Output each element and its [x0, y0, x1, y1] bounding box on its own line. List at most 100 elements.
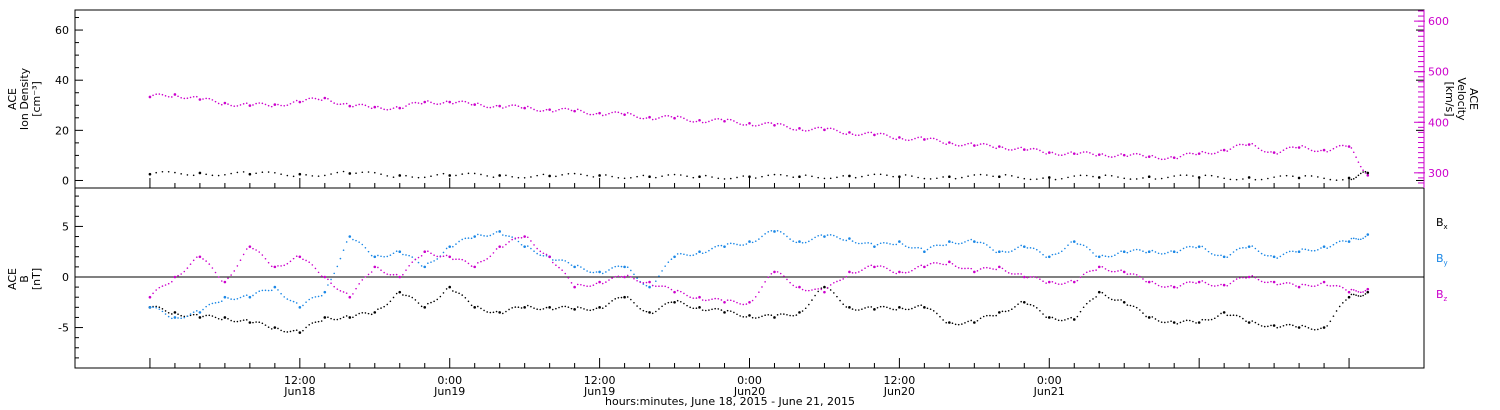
field-trace-dot	[561, 259, 563, 261]
field-trace-dot	[636, 305, 638, 307]
field-trace-dot	[907, 308, 910, 311]
field-trace-dot	[1079, 243, 1082, 246]
field-trace-dot	[979, 317, 982, 320]
velocity-trace-dot	[789, 127, 791, 130]
velocity-trace-dot	[970, 142, 973, 144]
field-trace-dot	[364, 246, 367, 249]
density-trace-dot	[661, 175, 663, 177]
field-trace-dot	[1288, 250, 1291, 253]
velocity-trace-dot	[767, 121, 770, 124]
field-trace-dot	[511, 236, 513, 238]
field-trace-dot	[576, 264, 579, 267]
velocity-trace-dot	[695, 120, 698, 123]
density-axis-label-line2: Ion Density	[18, 67, 31, 130]
field-trace-dot	[1067, 281, 1069, 283]
field-trace-dot	[967, 267, 969, 270]
field-trace-dot	[536, 247, 538, 250]
field-trace-dot	[383, 305, 385, 308]
field-point	[523, 245, 526, 248]
field-trace-dot	[711, 298, 713, 300]
field-trace-dot	[1054, 282, 1057, 285]
velocity-trace-dot	[1350, 147, 1353, 149]
field-point	[173, 275, 177, 279]
field-point	[698, 250, 701, 254]
field-trace-dot	[701, 309, 704, 311]
field-trace-dot	[842, 239, 844, 241]
field-trace-dot	[642, 282, 645, 284]
field-trace-dot	[1039, 251, 1041, 253]
field-trace-dot	[808, 303, 810, 306]
field-trace-dot	[645, 284, 648, 287]
velocity-trace-dot	[1295, 146, 1297, 149]
field-trace-dot	[1070, 241, 1072, 243]
velocity-trace-dot	[945, 143, 948, 146]
field-trace-dot	[1263, 325, 1266, 328]
field-trace-dot	[683, 292, 685, 295]
density-trace-dot	[442, 172, 445, 175]
field-trace-dot	[286, 298, 289, 300]
velocity-trace-dot	[804, 130, 807, 132]
field-trace-dot	[892, 308, 894, 311]
field-trace-dot	[982, 315, 985, 318]
field-point	[948, 260, 951, 264]
field-trace-dot	[533, 307, 535, 309]
field-point	[1347, 295, 1351, 299]
field-trace-dot	[158, 308, 161, 310]
field-trace-dot	[751, 299, 754, 302]
field-trace-dot	[1332, 315, 1335, 317]
date-tick-label: Jun21	[1033, 385, 1065, 398]
density-point	[1097, 176, 1101, 179]
field-trace-dot	[842, 278, 844, 280]
field-trace-dot	[252, 247, 254, 250]
velocity-trace-dot	[867, 131, 869, 134]
field-trace-dot	[1313, 328, 1316, 331]
field-trace-dot	[380, 269, 382, 271]
velocity-trace-dot	[408, 103, 410, 105]
velocity-trace-dot	[1292, 146, 1294, 148]
field-trace-dot	[839, 237, 841, 240]
field-trace-dot	[739, 315, 741, 317]
velocity-trace-dot	[186, 97, 189, 99]
field-trace-dot	[1188, 245, 1191, 248]
legend-label-by: By	[1436, 252, 1448, 267]
field-trace-dot	[1142, 312, 1144, 314]
field-trace-dot	[658, 285, 660, 288]
density-trace-dot	[773, 173, 776, 176]
field-trace-dot	[795, 286, 798, 289]
field-trace-dot	[1329, 285, 1332, 287]
field-trace-dot	[417, 261, 420, 264]
field-trace-dot	[1151, 249, 1154, 252]
velocity-trace-dot	[639, 117, 642, 120]
field-trace-dot	[480, 260, 482, 263]
date-tick-label: Jun19	[433, 385, 465, 398]
velocity-trace-dot	[857, 134, 860, 137]
field-trace-dot	[895, 308, 898, 311]
field-trace-dot	[183, 315, 186, 318]
velocity-tick-label: 500	[1428, 66, 1449, 79]
field-trace-dot	[1295, 285, 1297, 287]
velocity-trace-dot	[320, 99, 323, 101]
density-trace-dot	[1235, 178, 1238, 181]
field-trace-dot	[804, 307, 807, 310]
field-trace-dot	[611, 300, 613, 302]
legend-label-bx: Bx	[1436, 216, 1448, 231]
velocity-trace-dot	[489, 106, 492, 109]
field-point	[323, 275, 327, 279]
field-trace-dot	[708, 309, 710, 311]
field-trace-dot	[936, 262, 938, 264]
field-trace-dot	[967, 320, 969, 323]
field-trace-dot	[689, 254, 691, 257]
velocity-trace-dot	[1226, 150, 1229, 152]
field-trace-dot	[867, 306, 869, 308]
field-point	[898, 240, 901, 243]
field-trace-dot	[567, 261, 570, 264]
field-trace-dot	[520, 237, 523, 239]
field-series	[148, 235, 1370, 306]
density-trace-dot	[167, 170, 170, 173]
field-trace-dot	[589, 309, 592, 312]
field-trace-dot	[857, 271, 860, 273]
field-trace-dot	[408, 295, 410, 297]
field-trace-dot	[711, 308, 713, 311]
field-trace-dot	[1026, 276, 1029, 279]
velocity-trace-dot	[327, 97, 329, 100]
